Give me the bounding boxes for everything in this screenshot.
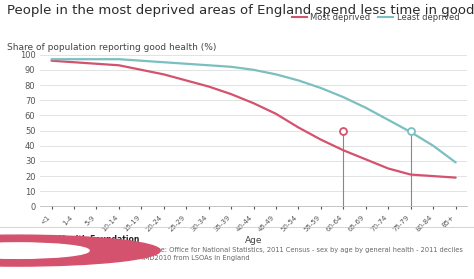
X-axis label: Age: Age bbox=[245, 235, 262, 244]
Circle shape bbox=[0, 243, 89, 258]
Text: © 2019: © 2019 bbox=[40, 256, 69, 264]
Text: People in the most deprived areas of England spend less time in good health: People in the most deprived areas of Eng… bbox=[7, 4, 474, 17]
Text: The Health Foundation: The Health Foundation bbox=[40, 235, 140, 244]
Text: Source: Office for National Statistics, 2011 Census - sex by age by general heal: Source: Office for National Statistics, … bbox=[142, 247, 463, 261]
Text: Share of population reporting good health (%): Share of population reporting good healt… bbox=[7, 43, 217, 52]
Circle shape bbox=[0, 235, 160, 266]
Legend: Most deprived, Least deprived: Most deprived, Least deprived bbox=[288, 9, 463, 25]
